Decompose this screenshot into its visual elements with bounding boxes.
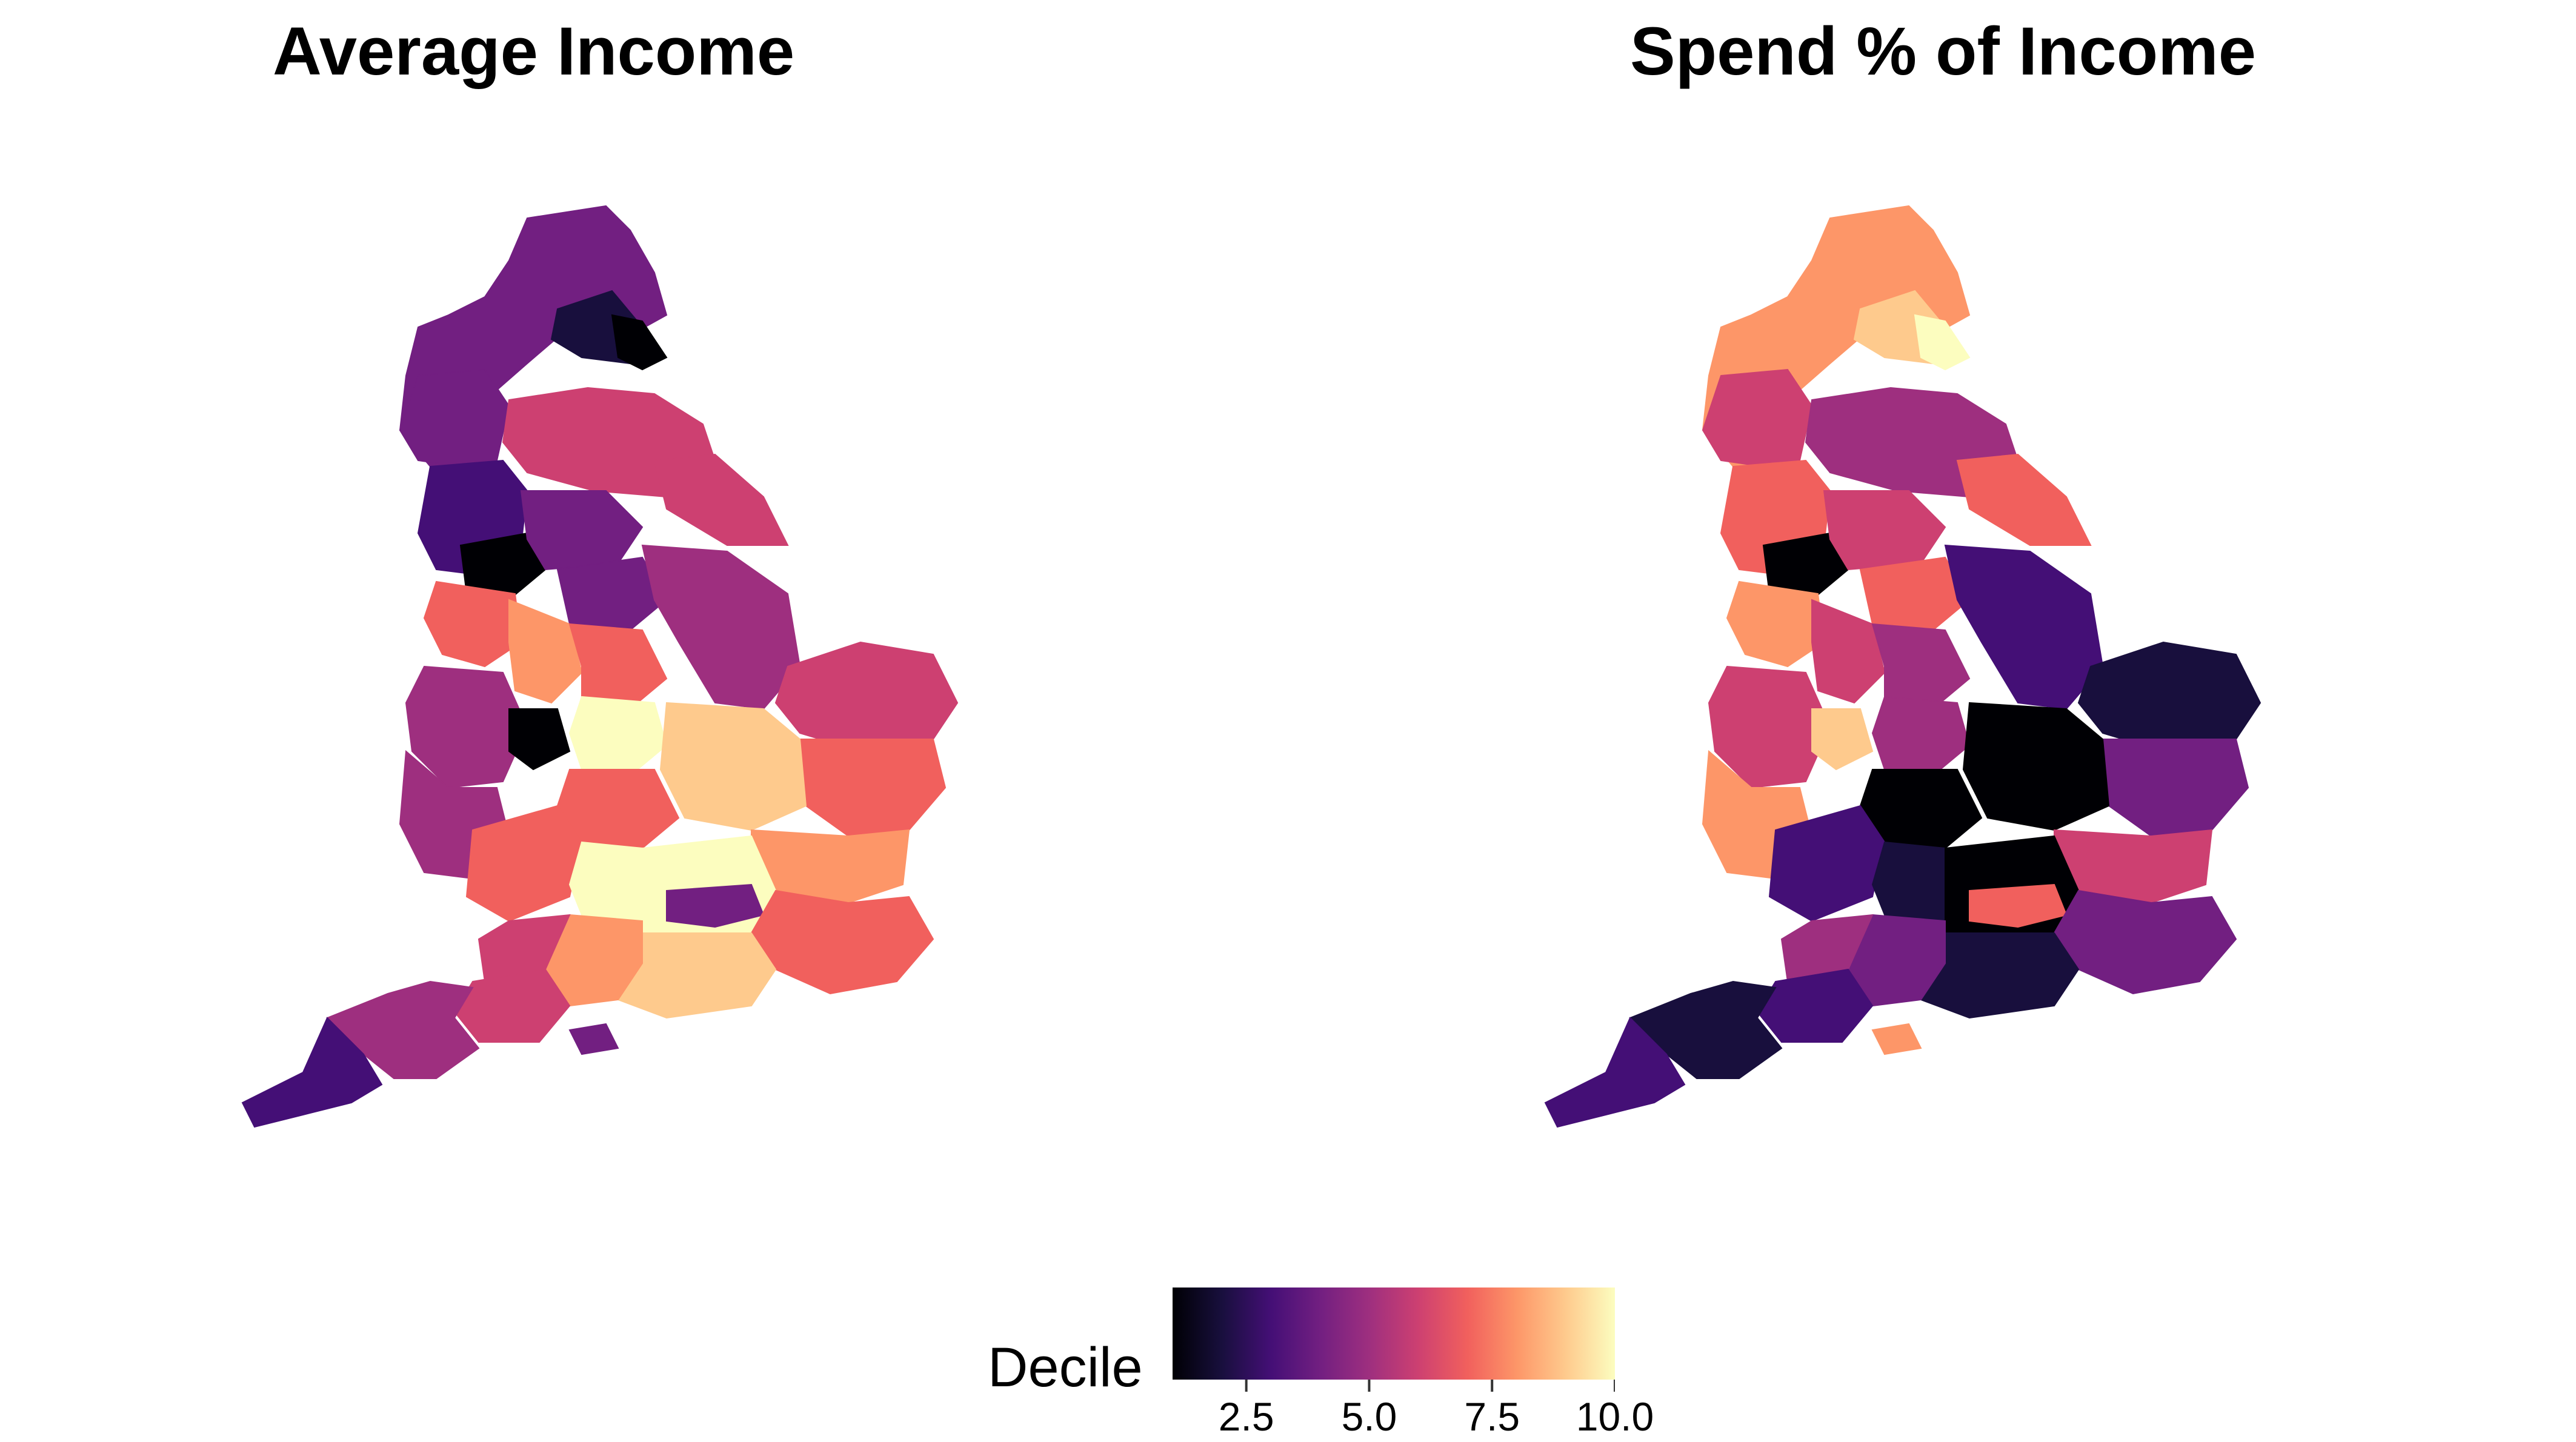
panel-title-spend-pct-income: Spend % of Income (1630, 13, 2256, 89)
map-region-gloucestershire (465, 805, 583, 922)
map-region-devon (326, 980, 480, 1079)
map-region-tyne (611, 314, 668, 371)
map-region-lincolnshire (1944, 544, 2104, 710)
legend-tick-label: 2.5 (1218, 1394, 1274, 1439)
map-region-london (666, 883, 765, 928)
map-region-west-midlands (405, 665, 528, 789)
map-region-london (1969, 883, 2068, 928)
legend-colorbar (1173, 1288, 1615, 1380)
map-region-norfolk (774, 641, 959, 753)
map-region-suffolk (799, 739, 947, 837)
map-region-norfolk (2077, 641, 2261, 753)
map-region-cumbria (399, 368, 510, 468)
map-region-west-midlands (1708, 665, 1831, 789)
map-region-south-yorkshire (1859, 556, 1971, 631)
map-region-tyne (1914, 314, 1971, 371)
map-region-nottingham (568, 623, 668, 710)
map-region-cambridgeshire (659, 702, 807, 831)
legend-tick-label: 5.0 (1341, 1394, 1397, 1439)
map-region-isle-of-wight (1871, 1023, 1922, 1055)
map-region-dorset (1756, 968, 1874, 1043)
map-region-cornwall (241, 1017, 383, 1128)
map-region-west-yorkshire (520, 490, 644, 571)
legend-tick-marks (1245, 1380, 1615, 1392)
map-region-west-yorkshire (1823, 490, 1946, 571)
map-region-cornwall (1544, 1017, 1686, 1128)
map-region-cambridgeshire (1962, 702, 2110, 831)
legend-tick-label: 10.0 (1576, 1394, 1654, 1439)
map-region-devon (1629, 980, 1783, 1079)
map-region-birmingham (1811, 708, 1874, 771)
map-region-leicester (568, 696, 668, 777)
legend-tick-label: 7.5 (1464, 1394, 1520, 1439)
map-region-isle-of-wight (568, 1023, 619, 1055)
map-region-east-riding (653, 453, 789, 546)
map-region-cheshire (1726, 580, 1825, 668)
legend-tick-labels: 2.5 5.0 7.5 10.0 (1173, 1394, 1654, 1442)
map-region-kent (750, 889, 934, 995)
map-spend-pct-income (1544, 205, 2261, 1128)
panel-title-average-income: Average Income (273, 13, 795, 89)
map-region-east-riding (1956, 453, 2092, 546)
legend-title: Decile (988, 1337, 1143, 1398)
map-region-birmingham (508, 708, 571, 771)
map-region-cheshire (423, 580, 522, 668)
map-region-dorset (453, 968, 571, 1043)
map-average-income (241, 205, 959, 1128)
map-region-kent (2053, 889, 2237, 995)
map-region-south-yorkshire (556, 556, 668, 631)
map-region-lincolnshire (641, 544, 801, 710)
map-region-suffolk (2102, 739, 2249, 837)
map-region-gloucestershire (1768, 805, 1886, 922)
map-region-cumbria (1702, 368, 1813, 468)
map-region-leicester (1871, 696, 1971, 777)
map-region-nottingham (1871, 623, 1971, 710)
